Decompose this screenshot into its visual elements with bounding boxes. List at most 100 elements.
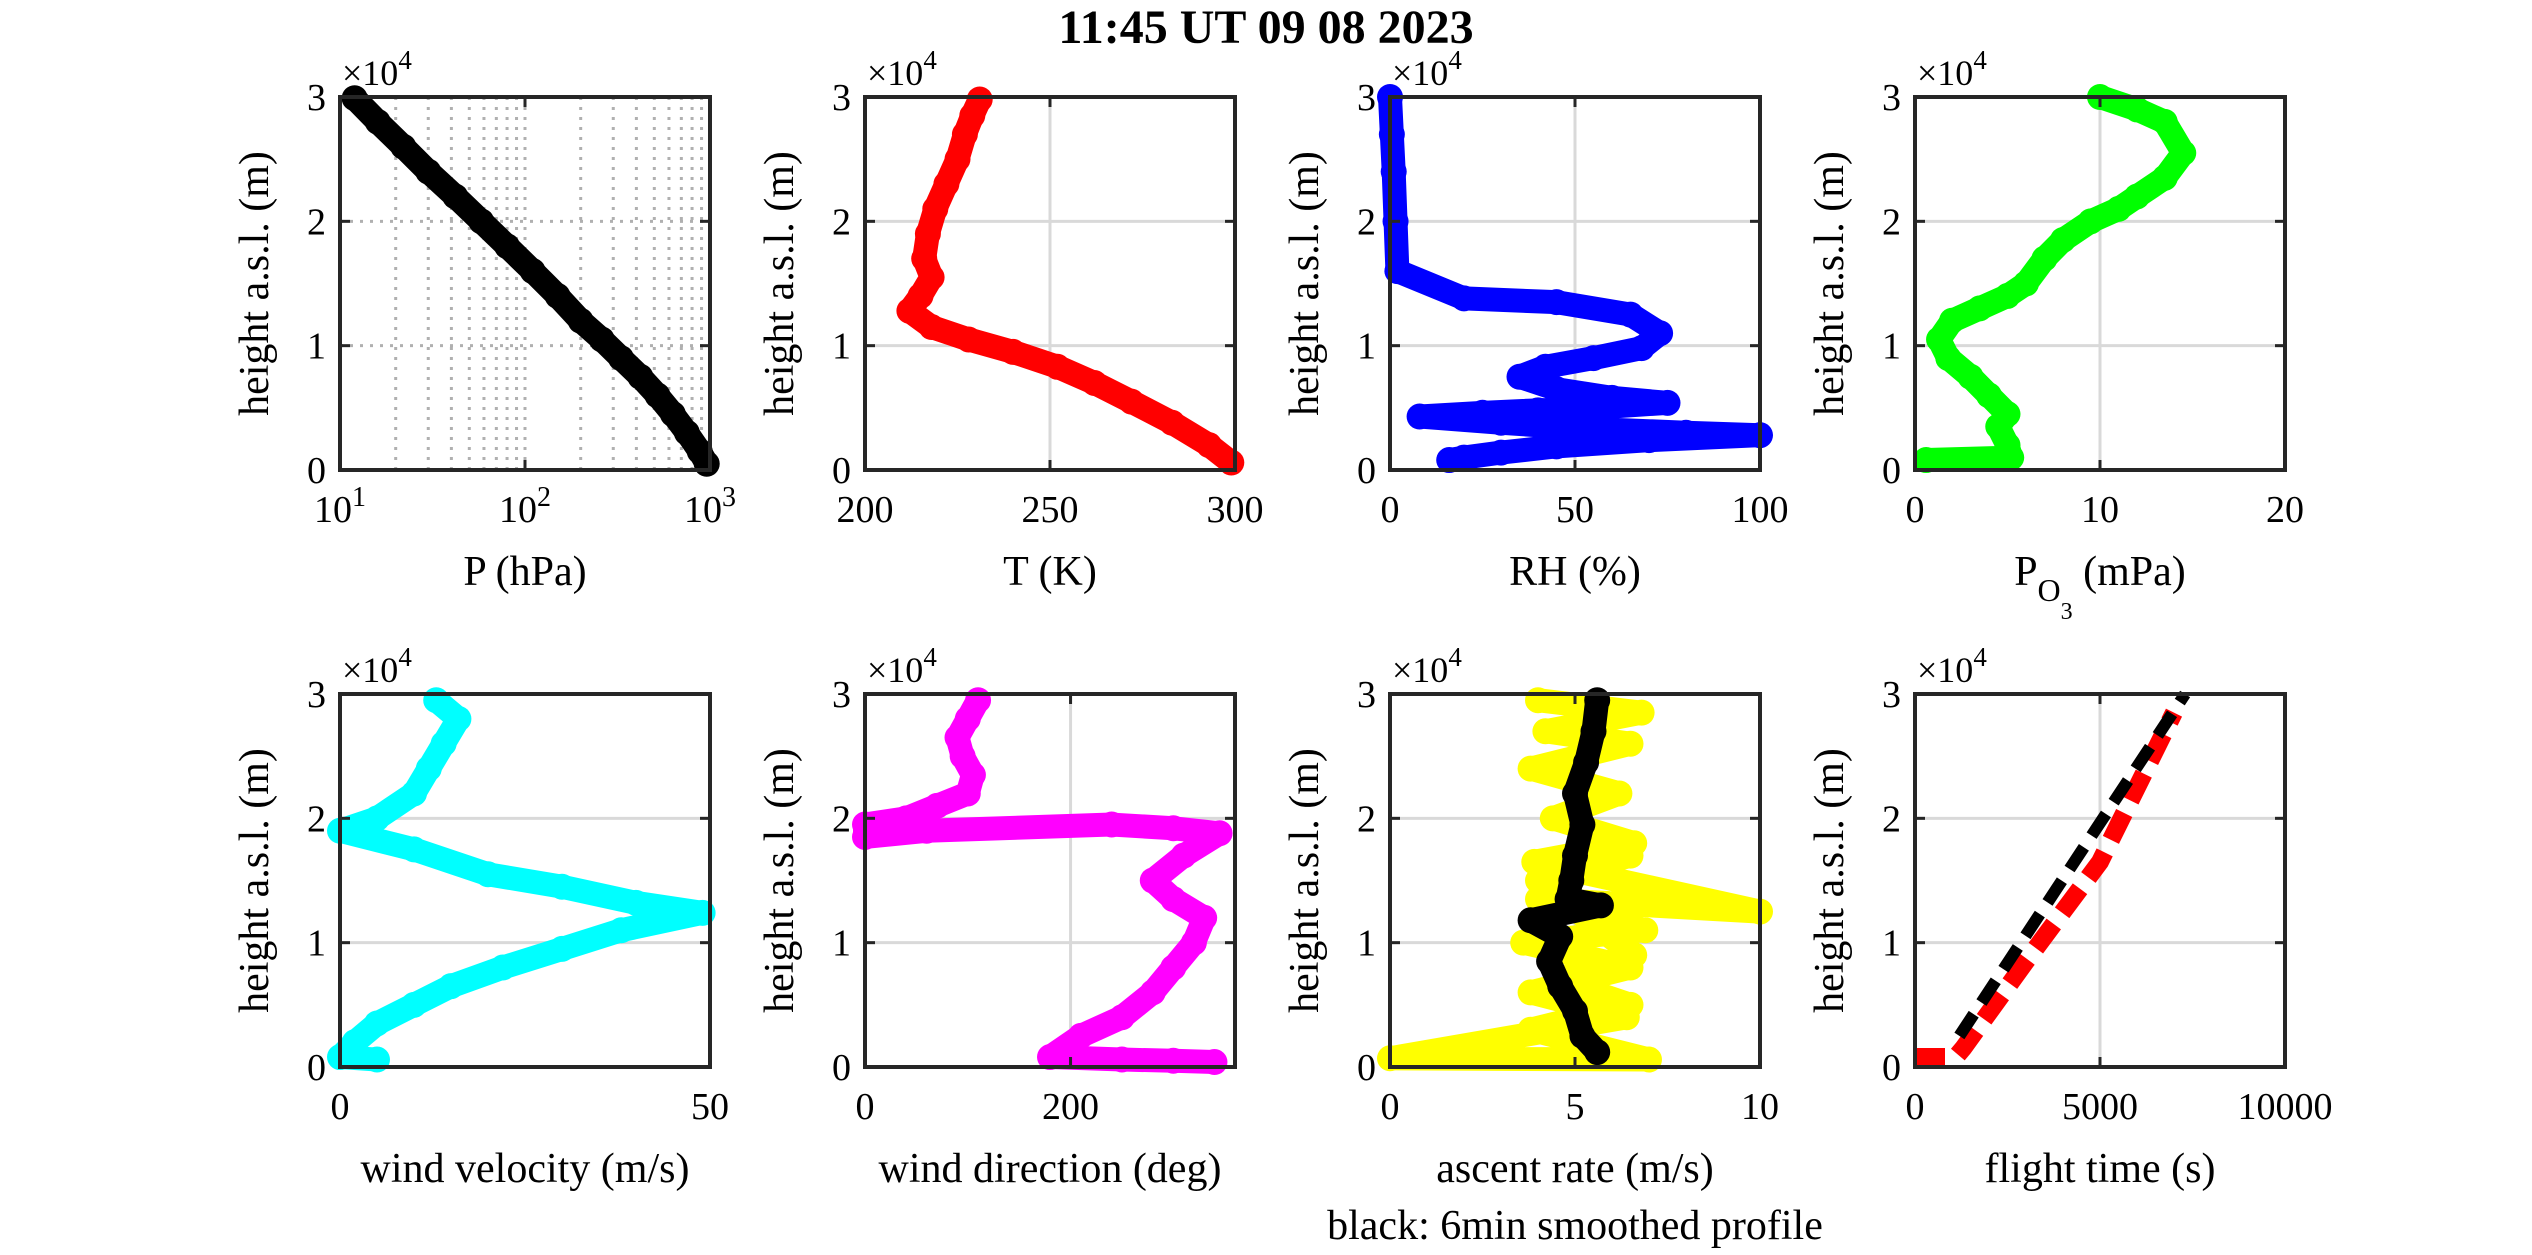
data-point	[1584, 687, 1611, 714]
x-tick-label: 0	[1381, 1086, 1400, 1128]
data-point	[364, 108, 391, 135]
data-point	[1547, 923, 1574, 950]
data-point	[1580, 345, 1607, 372]
data-point	[2031, 245, 2058, 272]
x-axis-label: wind direction (deg)	[879, 1146, 1222, 1192]
data-point	[544, 282, 571, 309]
data-point	[1617, 730, 1644, 757]
series-trace-0	[1378, 688, 1772, 1072]
y-tick-label: 2	[1882, 201, 1901, 243]
series-trace-0	[328, 688, 715, 1072]
data-point	[1206, 820, 1233, 847]
panel-wind-direction: 0 200 0 1 2 3 ×104 wind direction (deg) height a…	[757, 642, 1237, 1192]
data-point	[1108, 1004, 1135, 1031]
y-exponent-label: ×104	[867, 45, 937, 93]
y-tick-label: 3	[1357, 77, 1376, 119]
data-point	[1584, 1039, 1611, 1066]
y-tick-label: 3	[832, 77, 851, 119]
y-exponent-label: ×104	[867, 642, 937, 690]
data-point	[438, 973, 464, 1000]
y-tick-label: 3	[1357, 674, 1376, 716]
y-axis-label: height a.s.l. (m)	[1282, 151, 1328, 416]
data-point	[2077, 208, 2104, 235]
data-point	[923, 792, 950, 819]
x-tick-label: 50	[691, 1086, 729, 1128]
panel-ozone-partial-pressure: 0 10 20 0 1 2 3 ×104 PO3 (mPa) height a.s.l. (m)	[1807, 45, 2304, 625]
panel-annotation: black: 6min smoothed profile	[1327, 1203, 1823, 1249]
y-tick-label: 3	[1882, 674, 1901, 716]
x-axis-label: P (hPa)	[463, 549, 586, 595]
data-point	[922, 195, 949, 222]
data-point	[1139, 979, 1166, 1006]
data-point	[1000, 338, 1026, 365]
data-point	[918, 314, 945, 341]
data-point	[1044, 353, 1071, 380]
data-point	[1191, 904, 1218, 931]
data-point	[1160, 1047, 1187, 1074]
data-point	[913, 817, 940, 844]
x-tick-label: 0	[1906, 489, 1925, 531]
data-point	[1632, 917, 1659, 944]
x-axis-label: wind velocity (m/s)	[361, 1146, 690, 1192]
data-point	[1525, 397, 1551, 424]
data-point	[401, 780, 427, 807]
y-tick-label: 3	[307, 77, 326, 119]
y-axis-label: height a.s.l. (m)	[1807, 748, 1853, 1013]
data-point	[1098, 811, 1125, 838]
data-point	[1617, 301, 1644, 328]
data-point	[1647, 320, 1674, 347]
data-point	[1617, 842, 1644, 869]
data-point	[608, 917, 635, 944]
data-point	[673, 419, 700, 446]
y-axis-label: height a.s.l. (m)	[757, 748, 803, 1013]
data-point	[659, 401, 686, 428]
y-axis-label: height a.s.l. (m)	[1807, 151, 1853, 416]
data-point	[607, 345, 634, 372]
x-tick-label: 20	[2266, 489, 2304, 531]
data-point	[442, 183, 469, 210]
y-exponent-label: ×104	[1917, 45, 1987, 93]
data-point	[1406, 403, 1433, 430]
series-trace-0	[853, 688, 1232, 1075]
data-point	[1621, 942, 1648, 969]
data-point	[1506, 363, 1533, 390]
y-tick-label: 2	[1357, 798, 1376, 840]
data-point	[893, 805, 920, 832]
data-point	[1580, 415, 1607, 442]
y-tick-label: 0	[307, 1047, 326, 1089]
data-point	[494, 233, 521, 260]
data-point	[2124, 96, 2150, 123]
data-point	[549, 935, 575, 962]
data-point	[1536, 948, 1563, 975]
x-tick-label: 100	[1732, 489, 1789, 531]
y-tick-label: 2	[832, 201, 851, 243]
data-point	[364, 1010, 390, 1037]
y-tick-label: 3	[1882, 77, 1901, 119]
data-point	[693, 450, 720, 477]
data-point	[1976, 382, 2002, 409]
x-tick-label: 102	[499, 482, 551, 531]
data-point	[1573, 749, 1600, 776]
data-point	[2151, 164, 2178, 191]
data-point	[489, 954, 516, 981]
data-point	[1654, 389, 1681, 416]
data-point	[1081, 369, 1108, 396]
y-exponent-label: ×104	[1917, 642, 1987, 690]
data-point	[1510, 929, 1537, 956]
panel-relative-humidity: 0 50 100 0 1 2 3 ×104 RH (%) height a.s.l. (m)	[1282, 45, 1789, 595]
data-point	[390, 133, 417, 160]
data-point	[1562, 842, 1588, 869]
x-tick-label: 200	[1042, 1086, 1099, 1128]
x-tick-label: 0	[1381, 489, 1400, 531]
data-point	[1160, 815, 1187, 842]
data-point	[2124, 183, 2150, 210]
data-point	[445, 705, 472, 732]
data-point	[1580, 718, 1607, 745]
data-point	[1037, 1044, 1063, 1071]
data-point	[567, 307, 594, 334]
panel-pressure: 101 102 103 0 1 2 3 ×104 P (hPa) height a.s.l. (m…	[232, 45, 736, 595]
panel-temperature: 200 250 300 0 1 2 3 ×104 T (K) height a.s.l. (m)	[757, 45, 1264, 595]
data-point	[415, 158, 442, 185]
y-tick-label: 0	[832, 1047, 851, 1089]
